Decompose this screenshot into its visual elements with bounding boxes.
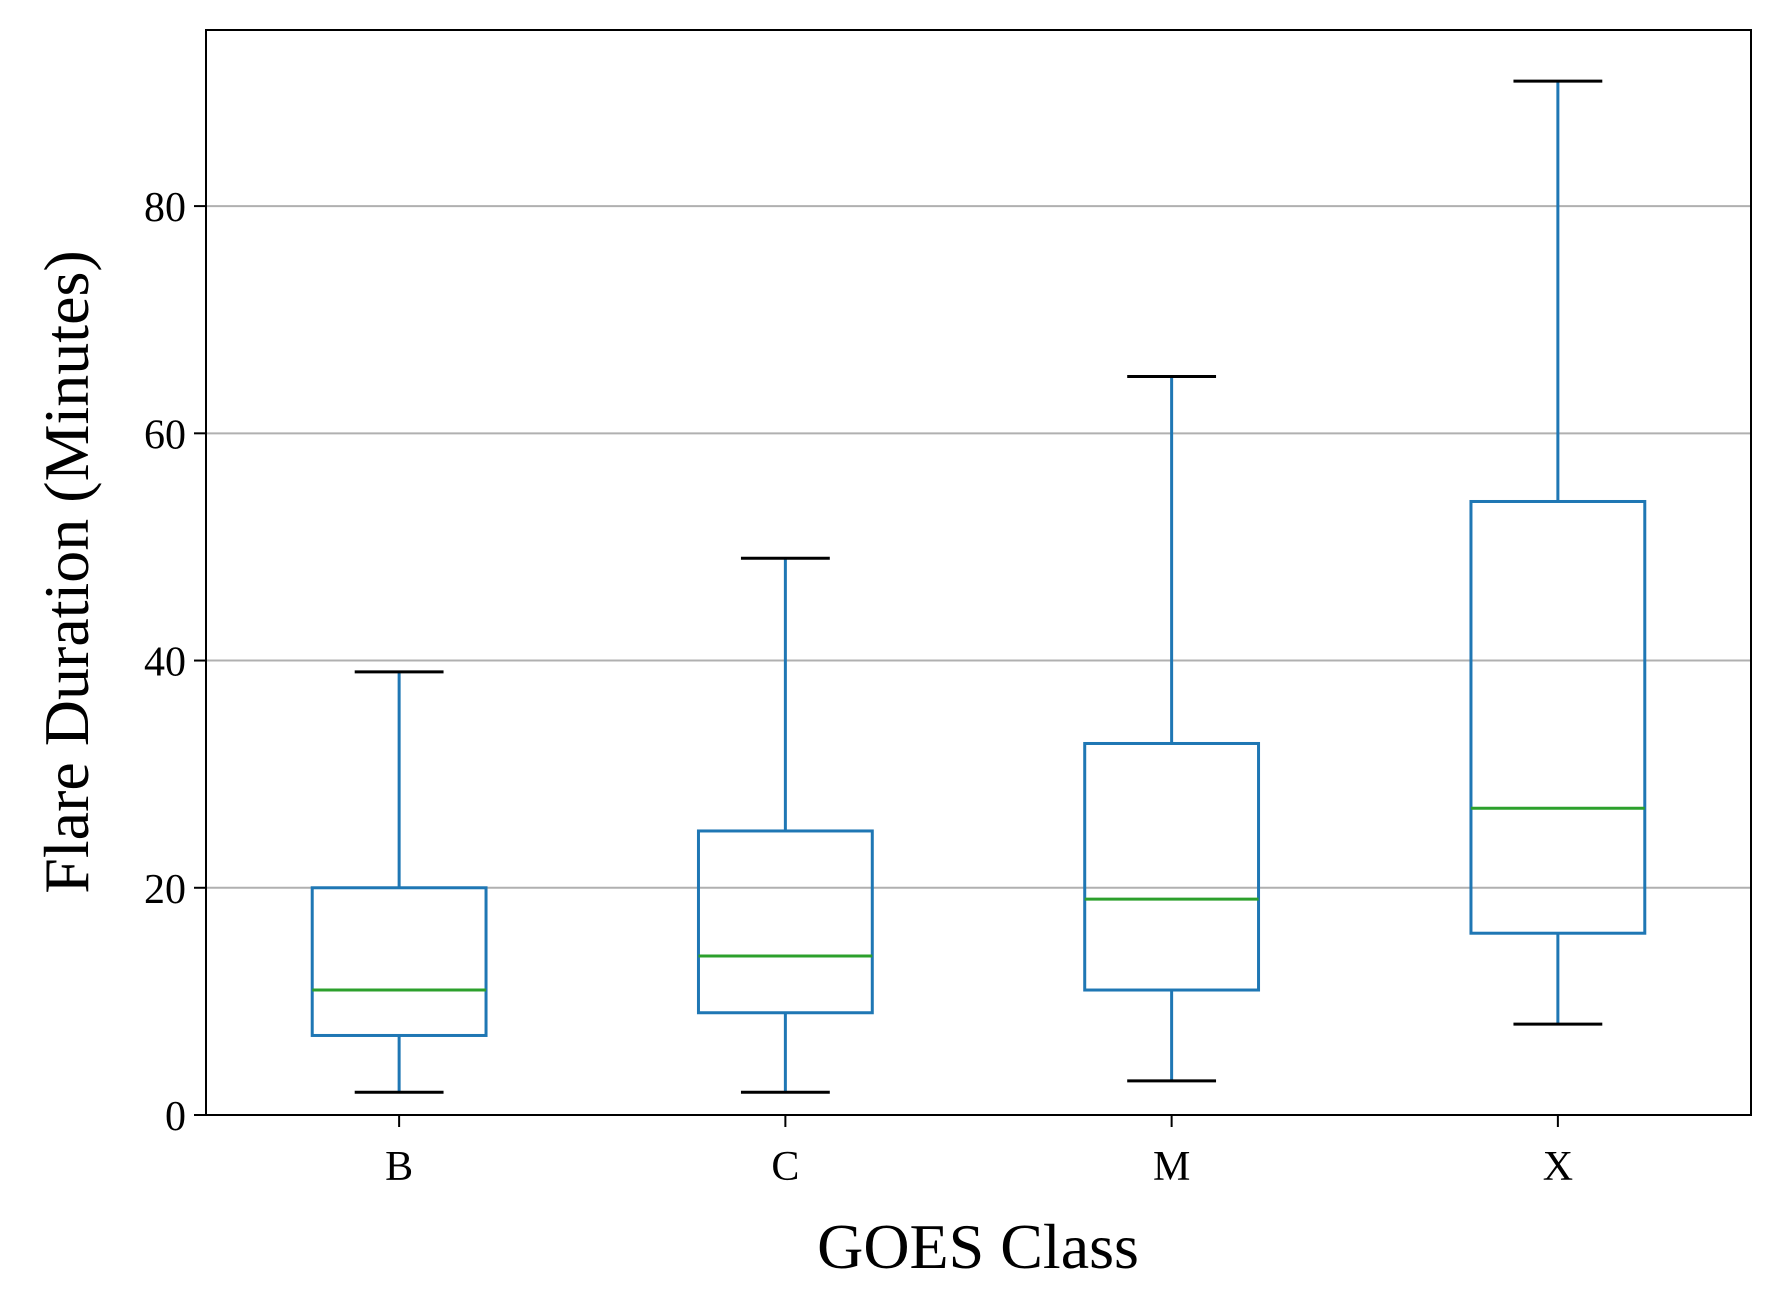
x-tick-label-B: B [385,1144,413,1190]
boxes [310,79,1647,1094]
box-B [310,670,488,1094]
x-tick-label-C: C [771,1144,799,1190]
y-tick-label-20: 20 [144,867,186,913]
box-M [1083,375,1261,1083]
y-tick-label-40: 40 [144,640,186,686]
iqr-box-B [310,886,488,1037]
x-tick-label-M: M [1153,1144,1190,1190]
y-tick-label-60: 60 [144,412,186,458]
y-axis: 0 20 40 60 80 [144,185,206,1140]
y-tick-label-0: 0 [165,1094,186,1140]
grid-lines [206,205,1751,889]
box-X [1469,79,1647,1026]
box-C [696,556,874,1094]
iqr-box-C [696,829,874,1015]
iqr-box-M [1083,741,1261,992]
plot-frame [205,29,1752,1116]
y-tick-label-80: 80 [144,185,186,231]
x-axis-title: GOES Class [817,1211,1139,1282]
iqr-box-X [1469,499,1647,935]
y-axis-title: Flare Duration (Minutes) [31,250,102,893]
x-tick-label-X: X [1543,1144,1573,1190]
